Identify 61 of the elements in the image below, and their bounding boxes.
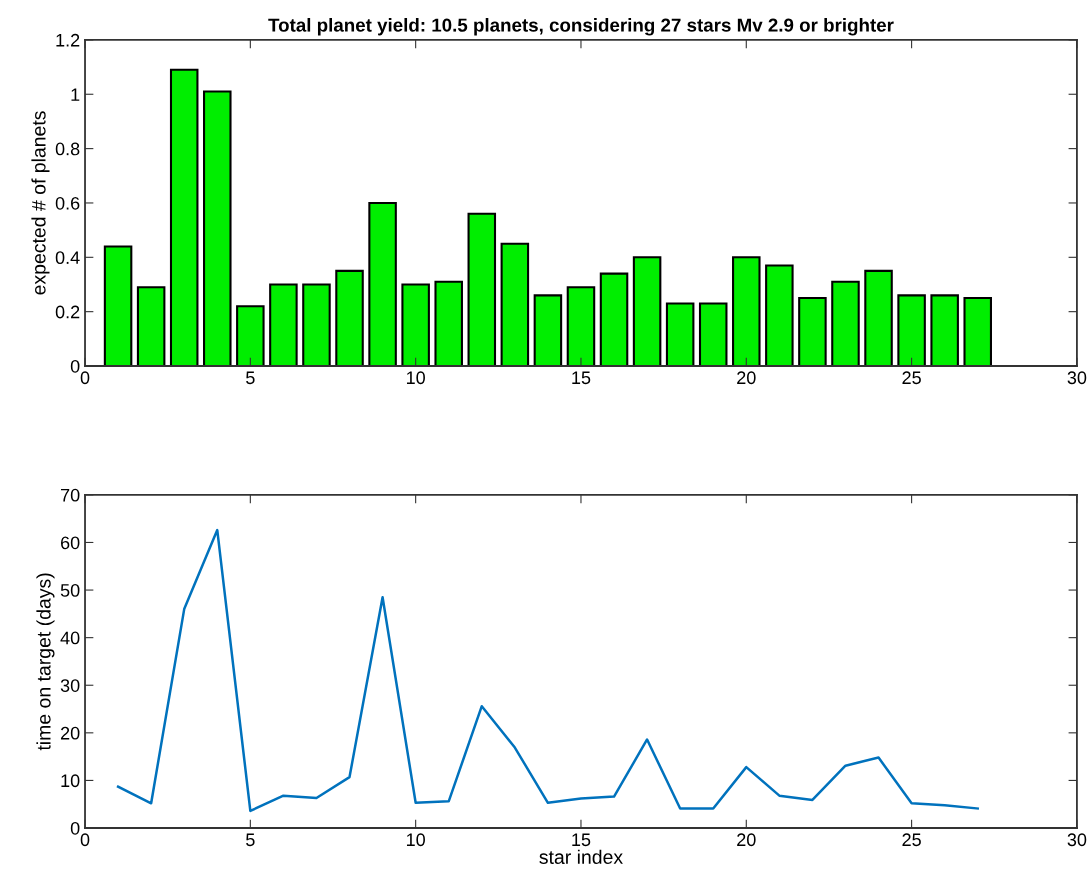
y-axis-title: expected # of planets bbox=[31, 111, 50, 295]
bar bbox=[335, 269, 364, 367]
bar bbox=[269, 283, 298, 367]
y-tick-label: 10 bbox=[61, 774, 80, 788]
y-tick-label: 50 bbox=[60, 583, 80, 597]
bar bbox=[632, 256, 662, 367]
bar bbox=[765, 264, 794, 367]
bar bbox=[566, 286, 596, 367]
bar bbox=[930, 294, 959, 367]
y-tick-label: 0 bbox=[70, 359, 80, 373]
bar bbox=[467, 212, 497, 367]
bar bbox=[864, 269, 893, 367]
y-tick-label: 60 bbox=[60, 536, 80, 550]
x-tick-label: 20 bbox=[737, 833, 756, 847]
bar bbox=[732, 256, 761, 367]
bar bbox=[169, 68, 199, 367]
y-tick-label: 30 bbox=[60, 679, 80, 692]
y-tick-label: 1 bbox=[71, 88, 80, 101]
x-tick-label: 10 bbox=[406, 371, 425, 385]
bar bbox=[533, 294, 563, 367]
bar bbox=[434, 280, 463, 367]
bar bbox=[831, 280, 860, 367]
x-tick-label: 5 bbox=[246, 371, 255, 385]
bar bbox=[665, 302, 695, 367]
x-tick-label: 15 bbox=[572, 371, 591, 385]
line-series bbox=[116, 528, 979, 813]
y-tick-label: 0.2 bbox=[55, 305, 80, 319]
y-tick-label: 70 bbox=[61, 488, 80, 502]
y-tick-label: 1.2 bbox=[56, 33, 80, 47]
bar bbox=[798, 297, 827, 367]
y-tick-label: 40 bbox=[60, 631, 80, 645]
x-tick-label: 20 bbox=[737, 371, 756, 385]
bar bbox=[136, 286, 166, 367]
x-tick-label: 10 bbox=[406, 833, 425, 847]
chart-title: Total planet yield: 10.5 planets, considering 27 stars Mv 2.9 or brighter bbox=[268, 17, 894, 36]
x-tick-label: 0 bbox=[80, 371, 90, 385]
bar bbox=[963, 297, 992, 367]
y-tick-label: 20 bbox=[60, 726, 80, 740]
y-axis-title: time on target (days) bbox=[36, 573, 55, 751]
bar bbox=[500, 242, 530, 367]
bar bbox=[368, 201, 397, 367]
x-tick-label: 25 bbox=[902, 833, 921, 847]
y-tick-label: 0.4 bbox=[55, 251, 80, 265]
bar bbox=[401, 283, 430, 367]
bar bbox=[599, 272, 629, 367]
y-tick-label: 0.8 bbox=[55, 142, 80, 156]
bar bbox=[236, 305, 265, 367]
x-tick-label: 25 bbox=[902, 371, 921, 385]
bar bbox=[203, 90, 232, 367]
bar bbox=[103, 245, 133, 367]
y-tick-label: 0 bbox=[70, 821, 80, 835]
bar bbox=[897, 294, 926, 367]
bar bbox=[698, 302, 728, 367]
x-tick-label: 30 bbox=[1067, 371, 1087, 385]
bar bbox=[302, 283, 331, 367]
x-tick-label: 15 bbox=[572, 833, 591, 847]
x-tick-label: 0 bbox=[80, 833, 90, 847]
y-tick-label: 0.6 bbox=[55, 196, 80, 210]
x-tick-label: 5 bbox=[246, 833, 255, 847]
x-axis-title: star index bbox=[539, 849, 623, 864]
x-tick-label: 30 bbox=[1067, 833, 1087, 847]
